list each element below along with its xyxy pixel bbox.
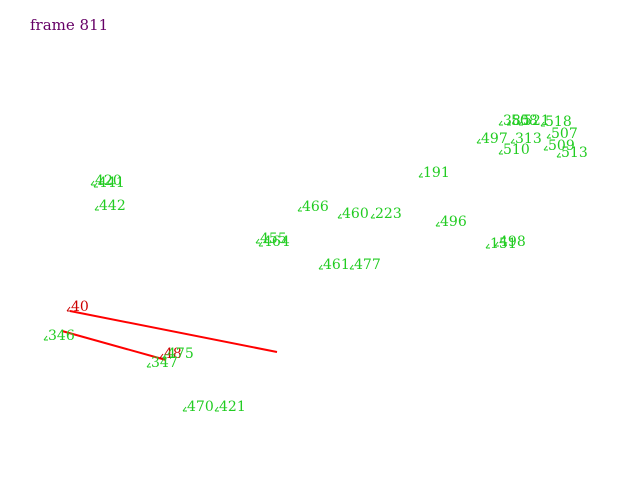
- track-tick: [255, 238, 260, 244]
- track-marker-151: 151: [485, 236, 517, 252]
- track-marker-510: 510: [498, 142, 530, 158]
- track-marker-442: 442: [94, 198, 126, 214]
- track-tick: [556, 152, 561, 158]
- track-marker-466: 466: [297, 199, 329, 215]
- track-label: 508: [511, 113, 538, 129]
- track-label: 151: [490, 236, 517, 252]
- track-marker-421: 421: [214, 399, 246, 415]
- track-label: 461: [323, 257, 350, 273]
- track-label: 509: [548, 138, 575, 154]
- track-marker-346: 346: [43, 328, 75, 344]
- track-label: 442: [99, 198, 126, 214]
- track-marker-518: 518: [540, 114, 572, 130]
- track-tick: [498, 120, 503, 126]
- track-label: 420: [95, 173, 122, 189]
- track-label: 48: [164, 346, 182, 362]
- track-label: 421: [219, 399, 246, 415]
- track-tick: [498, 149, 503, 155]
- track-label: 464: [263, 234, 290, 250]
- track-marker-460: 460: [337, 206, 369, 222]
- track-tick: [162, 353, 167, 359]
- track-label: 466: [302, 199, 329, 215]
- track-marker-40: 40: [66, 299, 89, 315]
- track-tick: [546, 133, 551, 139]
- track-marker-477: 477: [349, 257, 381, 273]
- track-marker-521: 521: [518, 113, 550, 129]
- track-marker-191: 191: [418, 165, 450, 181]
- track-marker-497: 497: [476, 131, 508, 147]
- track-label: 513: [561, 145, 588, 161]
- track-tick: [297, 206, 302, 212]
- track-tick: [349, 264, 354, 270]
- track-label: 510: [503, 142, 530, 158]
- track-marker-508: 508: [506, 113, 538, 129]
- track-label: 191: [423, 165, 450, 181]
- track-marker-507: 507: [546, 126, 578, 142]
- track-tick: [337, 213, 342, 219]
- track-label: 470: [187, 399, 214, 415]
- track-tick: [146, 362, 151, 368]
- track-marker-496: 496: [435, 214, 467, 230]
- track-label: 507: [551, 126, 578, 142]
- track-marker-48: 48: [159, 346, 182, 362]
- track-label: 496: [440, 214, 467, 230]
- track-tick: [66, 306, 71, 312]
- track-label: 347: [151, 355, 178, 371]
- track-tick: [540, 121, 545, 127]
- track-tick: [43, 335, 48, 341]
- track-segment-40: [69, 310, 278, 353]
- track-marker-223: 223: [370, 206, 402, 222]
- track-label: 346: [48, 328, 75, 344]
- track-marker-498: 498: [494, 234, 526, 250]
- track-label: 521: [523, 113, 550, 129]
- track-label: 498: [499, 234, 526, 250]
- track-label: 518: [545, 114, 572, 130]
- track-tick: [182, 406, 187, 412]
- track-tick: [494, 241, 499, 247]
- track-tick: [318, 264, 323, 270]
- track-tick: [94, 205, 99, 211]
- track-label: 475: [167, 346, 194, 362]
- track-segment-48: [61, 330, 167, 361]
- track-tick: [510, 138, 515, 144]
- track-tick: [476, 138, 481, 144]
- track-marker-347: 347: [146, 355, 178, 371]
- track-tick: [258, 241, 263, 247]
- track-label: 460: [342, 206, 369, 222]
- track-marker-513: 513: [556, 145, 588, 161]
- track-label: 477: [354, 257, 381, 273]
- track-label: 455: [260, 231, 287, 247]
- track-tick: [370, 213, 375, 219]
- track-tick: [93, 182, 98, 188]
- track-marker-475: 475: [162, 346, 194, 362]
- track-label: 223: [375, 206, 402, 222]
- track-tick: [418, 172, 423, 178]
- track-marker-509: 509: [543, 138, 575, 154]
- track-marker-464: 464: [258, 234, 290, 250]
- track-tick: [90, 180, 95, 186]
- track-label: 497: [481, 131, 508, 147]
- track-tick: [518, 120, 523, 126]
- track-marker-455: 455: [255, 231, 287, 247]
- track-marker-470: 470: [182, 399, 214, 415]
- track-marker-420: 420: [90, 173, 122, 189]
- track-tick: [214, 406, 219, 412]
- frame-title: frame 811: [30, 16, 109, 34]
- track-tick: [506, 120, 511, 126]
- track-label: 313: [515, 131, 542, 147]
- track-marker-461: 461: [318, 257, 350, 273]
- track-marker-313: 313: [510, 131, 542, 147]
- track-tick: [543, 145, 548, 151]
- track-tick: [435, 221, 440, 227]
- track-tick: [485, 243, 490, 249]
- track-label: 441: [98, 175, 125, 191]
- track-marker-441: 441: [93, 175, 125, 191]
- track-label: 40: [71, 299, 89, 315]
